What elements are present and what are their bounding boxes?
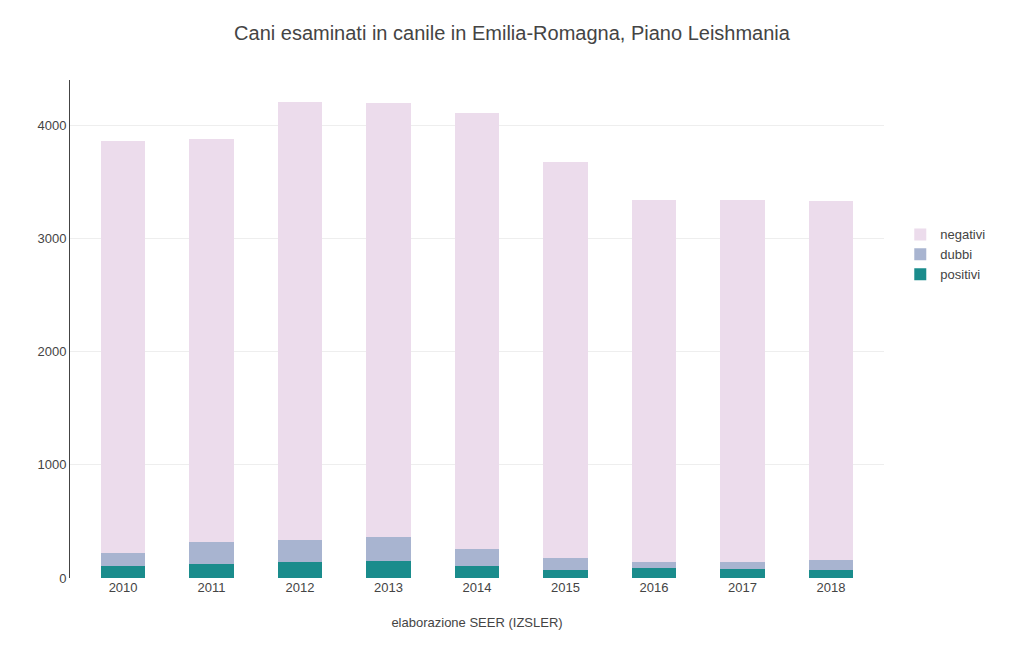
svg-text:positivi: positivi	[940, 267, 980, 282]
svg-text:2018: 2018	[816, 580, 845, 595]
svg-text:3000: 3000	[37, 231, 66, 246]
svg-text:elaborazione SEER (IZSLER): elaborazione SEER (IZSLER)	[391, 615, 562, 630]
svg-text:2015: 2015	[551, 580, 580, 595]
svg-text:1000: 1000	[37, 457, 66, 472]
svg-text:2010: 2010	[109, 580, 138, 595]
svg-text:Cani esaminati in canile in Em: Cani esaminati in canile in Emilia-Romag…	[234, 22, 791, 44]
svg-text:0: 0	[59, 571, 66, 586]
svg-text:2012: 2012	[286, 580, 315, 595]
svg-text:4000: 4000	[37, 118, 66, 133]
svg-text:2000: 2000	[37, 344, 66, 359]
svg-text:2011: 2011	[198, 580, 226, 595]
svg-text:2016: 2016	[639, 580, 668, 595]
svg-text:2014: 2014	[463, 580, 492, 595]
svg-text:2017: 2017	[728, 580, 757, 595]
svg-text:dubbi: dubbi	[940, 247, 972, 262]
svg-text:negativi: negativi	[940, 227, 985, 242]
svg-text:2013: 2013	[374, 580, 403, 595]
